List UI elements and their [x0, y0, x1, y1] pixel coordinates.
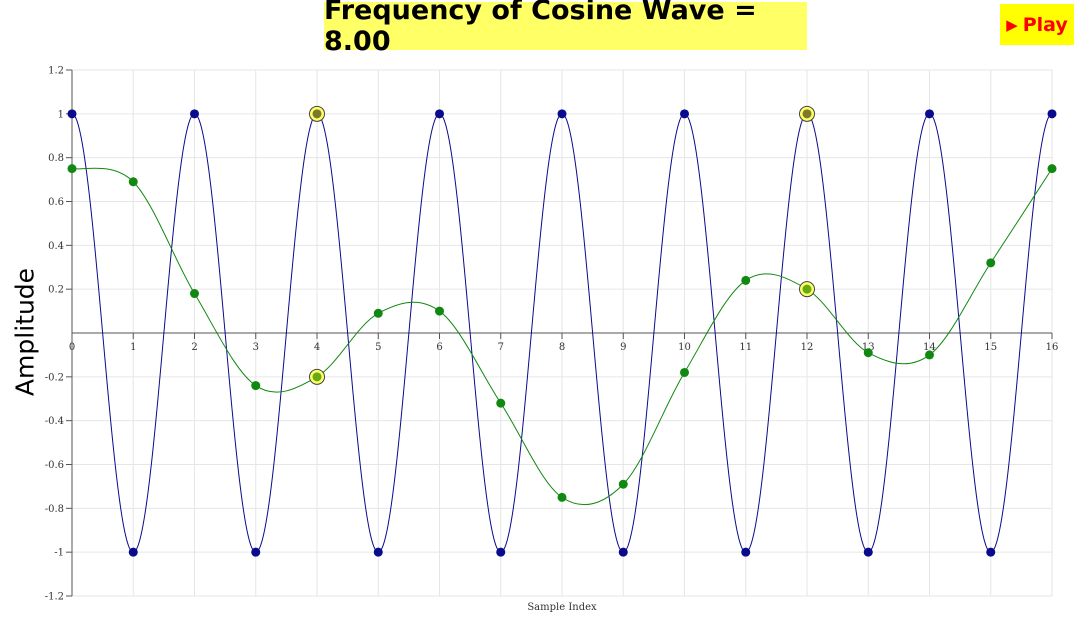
x-tick-label: 11 [739, 342, 752, 353]
x-tick-label: 15 [984, 342, 997, 353]
play-button[interactable]: ▶ Play [1000, 4, 1074, 45]
blue-series-point [190, 109, 199, 119]
x-tick-label: 5 [375, 342, 381, 353]
x-tick-label: 6 [436, 342, 442, 353]
green-series-point [557, 492, 567, 502]
blue-series-point [251, 547, 261, 557]
blue-series-point [67, 109, 77, 119]
green-series-point [373, 308, 383, 318]
play-triangle-icon: ▶ [1006, 15, 1018, 34]
green-series-point [312, 372, 322, 382]
blue-series-point [802, 109, 812, 119]
y-axis-label-box: Amplitude [0, 242, 50, 422]
blue-series-point [373, 547, 383, 557]
y-tick-label: -0.2 [45, 372, 64, 383]
y-tick-label: -0.4 [45, 416, 64, 427]
green-series-point [128, 177, 138, 187]
blue-series-point [435, 109, 444, 119]
blue-series-point [312, 109, 322, 119]
blue-series-point [128, 547, 138, 557]
x-tick-label: 8 [559, 342, 565, 353]
x-tick-label: 10 [678, 342, 691, 353]
y-tick-label: 0.8 [48, 153, 64, 164]
x-tick-label: 16 [1046, 342, 1059, 353]
chart-title: Frequency of Cosine Wave = 8.00 [324, 0, 757, 57]
y-tick-label: -1 [54, 548, 64, 559]
y-tick-label: -0.6 [45, 460, 64, 471]
green-series-point [251, 381, 261, 391]
green-series-point [190, 289, 199, 299]
play-button-label: Play [1022, 13, 1068, 36]
x-tick-label: 14 [923, 342, 936, 353]
x-tick-label: 3 [253, 342, 259, 353]
green-series-point [925, 350, 934, 360]
x-tick-label: 9 [620, 342, 626, 353]
green-series-point [986, 258, 996, 268]
y-tick-label: -1.2 [45, 592, 64, 603]
blue-series-point [680, 109, 689, 119]
x-tick-label: 13 [862, 342, 875, 353]
x-tick-label: 1 [130, 342, 136, 353]
blue-series-point [618, 547, 628, 557]
y-tick-label: -0.8 [45, 504, 64, 515]
y-tick-label: 0.2 [48, 285, 64, 296]
blue-series-point [863, 547, 873, 557]
green-series-point [741, 275, 751, 285]
blue-series-point [986, 547, 996, 557]
y-tick-label: 1.2 [48, 66, 64, 77]
green-series-point [863, 348, 873, 358]
green-series-point [618, 479, 628, 489]
x-tick-label: 2 [191, 342, 197, 353]
x-tick-label: 4 [314, 342, 320, 353]
blue-series-point [496, 547, 506, 557]
green-series-point [802, 284, 812, 294]
title-banner: Frequency of Cosine Wave = 8.00 [324, 0, 807, 57]
green-series-point [67, 164, 77, 174]
green-series-point [680, 367, 689, 377]
y-tick-label: 0.4 [48, 241, 64, 252]
x-axis-label: Sample Index [527, 602, 597, 613]
blue-series-point [925, 109, 934, 119]
y-axis-label: Amplitude [10, 267, 40, 397]
blue-series-point [1047, 109, 1057, 119]
green-series-point [496, 398, 506, 408]
x-tick-label: 7 [498, 342, 504, 353]
blue-series-point [557, 109, 567, 119]
y-tick-label: 1 [58, 109, 64, 120]
green-series-point [1047, 164, 1057, 174]
x-tick-label: 12 [801, 342, 814, 353]
blue-series-point [741, 547, 751, 557]
green-series-point [435, 306, 444, 316]
x-tick-label: 0 [69, 342, 75, 353]
y-tick-label: 0.6 [48, 197, 64, 208]
